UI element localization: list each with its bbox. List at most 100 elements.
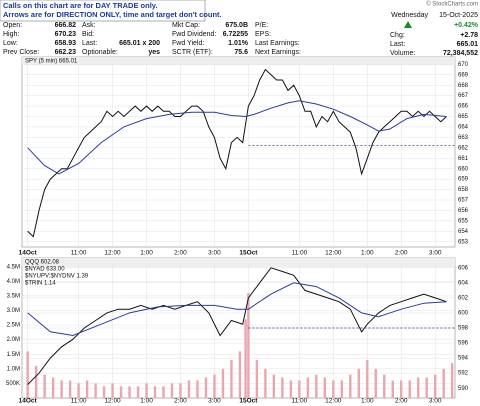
volume-bar — [408, 380, 411, 398]
day: Wednesday — [391, 12, 428, 19]
stat-value: yes — [148, 49, 160, 56]
y-tick-label: 2.5M — [7, 323, 20, 329]
legend-bar — [22, 57, 455, 65]
x-tick-label: 12:00 — [104, 398, 121, 405]
volume-bar — [400, 380, 403, 398]
stat-label: Optionable: — [82, 49, 118, 56]
stat-label: Last: — [390, 41, 405, 48]
volume-bar — [255, 360, 259, 398]
x-tick-label: 1:00 — [361, 398, 374, 405]
volume-bar — [128, 386, 131, 398]
y-tick-label: 602 — [458, 295, 469, 301]
volume-bar — [51, 377, 55, 398]
y-tick-label: 667 — [458, 93, 469, 99]
y-tick-label: 656 — [458, 208, 469, 214]
y-tick-label: 670 — [458, 62, 469, 68]
volume-bar — [247, 293, 250, 398]
y-tick-label: 655 — [458, 218, 469, 224]
volume-bar — [77, 383, 80, 398]
volume-bar — [391, 380, 394, 398]
y-tick-label: 596 — [458, 341, 469, 347]
y-tick-label: 606 — [458, 265, 469, 271]
stat-value: 6.72255 — [223, 31, 248, 38]
x-tick-label: 14Oct — [19, 398, 38, 405]
x-tick-label: 2:00 — [395, 250, 408, 257]
volume-bar — [425, 377, 428, 398]
stat-value: 1.01% — [228, 40, 249, 47]
volume-bar — [272, 374, 276, 398]
y-tick-label: 500K — [6, 381, 20, 387]
volume-bar — [179, 383, 182, 398]
volume-bar — [153, 386, 157, 398]
stat-label: Prev Close: — [3, 49, 39, 56]
stat-label: P/E: — [255, 22, 268, 29]
volume-bar — [102, 386, 106, 398]
volume-bar — [34, 365, 38, 398]
volume-bar — [230, 360, 233, 398]
stat-label: Bid: — [82, 31, 94, 38]
price-line — [27, 267, 447, 385]
x-tick-label: 3:00 — [429, 398, 442, 405]
volume-bar — [238, 351, 242, 398]
note: Arrows are for DIRECTION ONLY, time and … — [3, 10, 222, 19]
x-tick-label: 2:00 — [395, 398, 408, 405]
volume-bar — [244, 319, 247, 398]
y-tick-label: 665 — [458, 114, 469, 120]
volume-bar — [281, 377, 284, 398]
legend-entry: $TRIN 1.14 — [25, 281, 56, 287]
stat-label: Fwd Dividend: — [172, 31, 216, 38]
y-tick-label: 654 — [458, 229, 469, 235]
x-tick-label: 12:00 — [325, 250, 342, 257]
x-tick-label: 12:00 — [325, 398, 342, 405]
volume-bar — [433, 374, 437, 398]
change-pct: +0.42% — [454, 22, 479, 29]
up-arrow — [404, 21, 412, 28]
volume-bar — [111, 383, 114, 398]
x-tick-label: 14Oct — [19, 250, 38, 257]
volume-bar — [26, 351, 29, 398]
volume-bar — [306, 377, 310, 398]
stat-value: 675.0B — [225, 22, 248, 29]
y-tick-label: 4.5M — [7, 264, 20, 270]
y-tick-label: 669 — [458, 72, 469, 78]
volume-bar — [204, 377, 208, 398]
y-tick-label: 598 — [458, 326, 469, 332]
x-tick-label: 15Oct — [239, 250, 258, 257]
y-tick-label: 3.5M — [7, 293, 20, 299]
volume-bar — [374, 368, 377, 398]
stat-value: 665.01 — [457, 41, 479, 48]
volume-bar — [264, 368, 267, 398]
y-tick-label: 660 — [458, 166, 469, 172]
volume-bar — [196, 380, 199, 398]
x-tick-label: 11:00 — [71, 398, 87, 405]
x-tick-label: 3:00 — [208, 250, 221, 257]
y-tick-label: 2.0M — [7, 337, 20, 343]
y-tick-label: 3.0M — [7, 308, 20, 314]
volume-bar — [450, 363, 454, 398]
volume-bar — [187, 380, 191, 398]
y-tick-label: 590 — [458, 386, 469, 392]
x-tick-label: 1:00 — [140, 250, 153, 257]
price-line — [27, 68, 447, 238]
y-tick-label: 594 — [458, 356, 469, 362]
x-tick-label: 12:00 — [104, 250, 121, 257]
volume-bar — [332, 380, 335, 398]
volume-bar — [145, 383, 148, 398]
x-tick-label: 1:00 — [361, 250, 374, 257]
y-tick-label: 662 — [458, 145, 469, 151]
y-tick-label: 4.0M — [7, 279, 20, 285]
volume-bar — [417, 377, 420, 398]
stat-label: Chg: — [390, 32, 405, 39]
volume-bar — [221, 368, 225, 398]
y-tick-label: 657 — [458, 198, 469, 204]
volume-bar — [85, 380, 89, 398]
y-tick-label: 1.0M — [7, 366, 20, 372]
volume-bar — [366, 360, 369, 398]
volume-bar — [136, 386, 140, 398]
volume-bar — [213, 374, 216, 398]
ma-line — [27, 282, 447, 337]
stat-label: Fwd Yield: — [172, 40, 204, 47]
volume-bar — [43, 374, 46, 398]
volume-bar — [94, 383, 97, 398]
